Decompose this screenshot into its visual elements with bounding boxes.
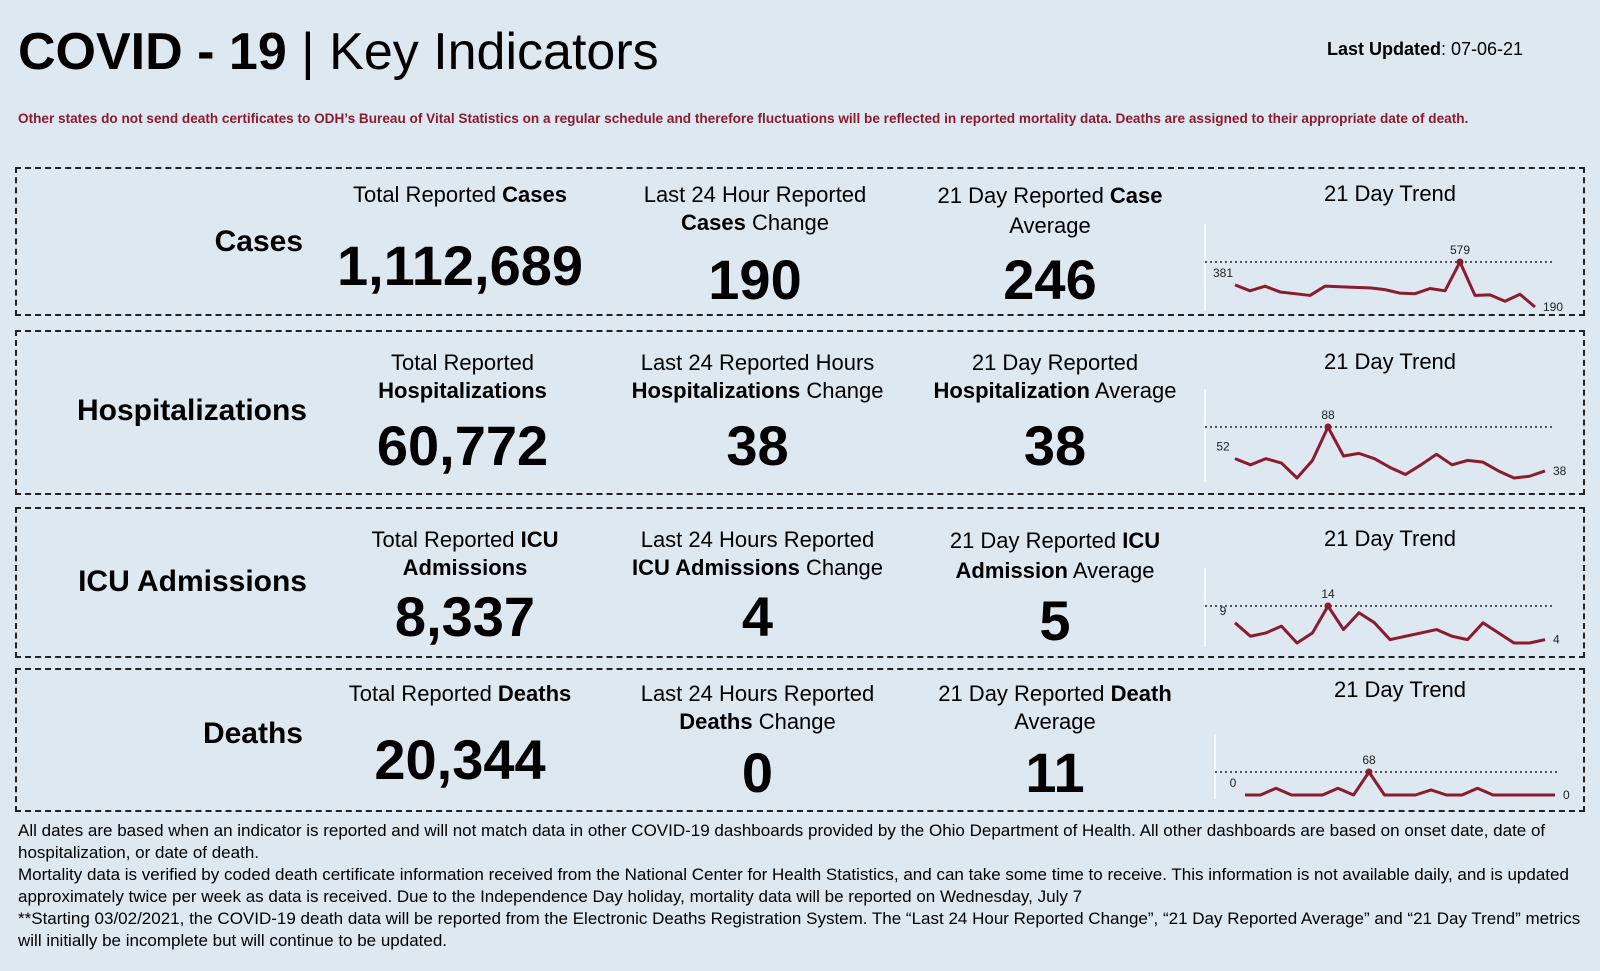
cases-total-value: 1,112,689 (336, 234, 584, 297)
hospitalizations-average-label: 21 Day Reported Hospitalization Average (933, 350, 1177, 403)
row-label-hospitalizations: Hospitalizations (76, 394, 307, 427)
hospitalizations-change-value: 38 (726, 414, 789, 477)
last-updated: Last Updated: 07-06-21 (1327, 39, 1523, 60)
last-updated-label: Last Updated (1327, 39, 1442, 59)
hospitalizations-total-label: Total Reported Hospitalizations (378, 350, 547, 403)
row-label-icu: ICU Admissions (78, 565, 307, 598)
cases-change-value: 190 (708, 248, 802, 311)
row-label-deaths: Deaths (202, 717, 303, 750)
hospitalizations-trend-title: 21 Day Trend (1323, 349, 1457, 374)
row-label-cases: Cases (214, 225, 303, 258)
footer-note-3: **Starting 03/02/2021, the COVID-19 deat… (18, 909, 1581, 950)
deaths-trend-title: 21 Day Trend (1333, 677, 1467, 702)
deaths-average-label: 21 Day Reported Death Average (938, 681, 1172, 734)
panel-hospitalizations (15, 330, 1585, 495)
icu-total-label: Total Reported ICU Admissions (371, 527, 559, 580)
cases-trend-title: 21 Day Trend (1323, 181, 1457, 206)
mortality-notice: Other states do not send death certifica… (18, 111, 1469, 126)
deaths-total-value: 20,344 (374, 728, 546, 791)
cases-average-label: 21 Day Reported Case Average (937, 183, 1163, 238)
icu-change-label: Last 24 Hours Reported ICU Admissions Ch… (631, 527, 884, 580)
icu-trend-title: 21 Day Trend (1323, 526, 1457, 551)
hospitalizations-average-value: 38 (1023, 414, 1087, 477)
icu-change-value: 4 (741, 585, 774, 648)
hospitalizations-change-label: Last 24 Reported Hours Hospitalizations … (631, 350, 884, 403)
hospitalizations-total-value: 60,772 (376, 414, 549, 477)
deaths-change-label: Last 24 Hours Reported Deaths Change (640, 681, 875, 734)
deaths-total-label: Total Reported Deaths (348, 681, 572, 706)
cases-average-value: 246 (1003, 248, 1097, 311)
cases-total-label: Total Reported Cases (352, 182, 568, 207)
deaths-average-value: 11 (1025, 741, 1085, 804)
deaths-change-value: 0 (741, 741, 774, 804)
title-subtitle: Key Indicators (329, 23, 659, 81)
page-title: COVID - 19 | Key Indicators (18, 22, 659, 82)
footer-note-2: Mortality data is verified by coded deat… (18, 865, 1569, 906)
icu-average-label: 21 Day Reported ICU Admission Average (949, 528, 1161, 583)
footer-note-1: All dates are based when an indicator is… (18, 821, 1546, 862)
panel-cases (15, 167, 1585, 316)
footer-notes: All dates are based when an indicator is… (18, 820, 1588, 952)
icu-average-value: 5 (1039, 589, 1071, 652)
title-main: COVID - 19 (18, 23, 287, 81)
icu-total-value: 8,337 (394, 585, 536, 648)
last-updated-value: : 07-06-21 (1441, 39, 1524, 59)
cases-change-label: Last 24 Hour Reported Cases Change (643, 182, 867, 235)
title-separator: | (286, 23, 330, 81)
panel-deaths (15, 668, 1585, 812)
panel-icu (15, 507, 1585, 658)
